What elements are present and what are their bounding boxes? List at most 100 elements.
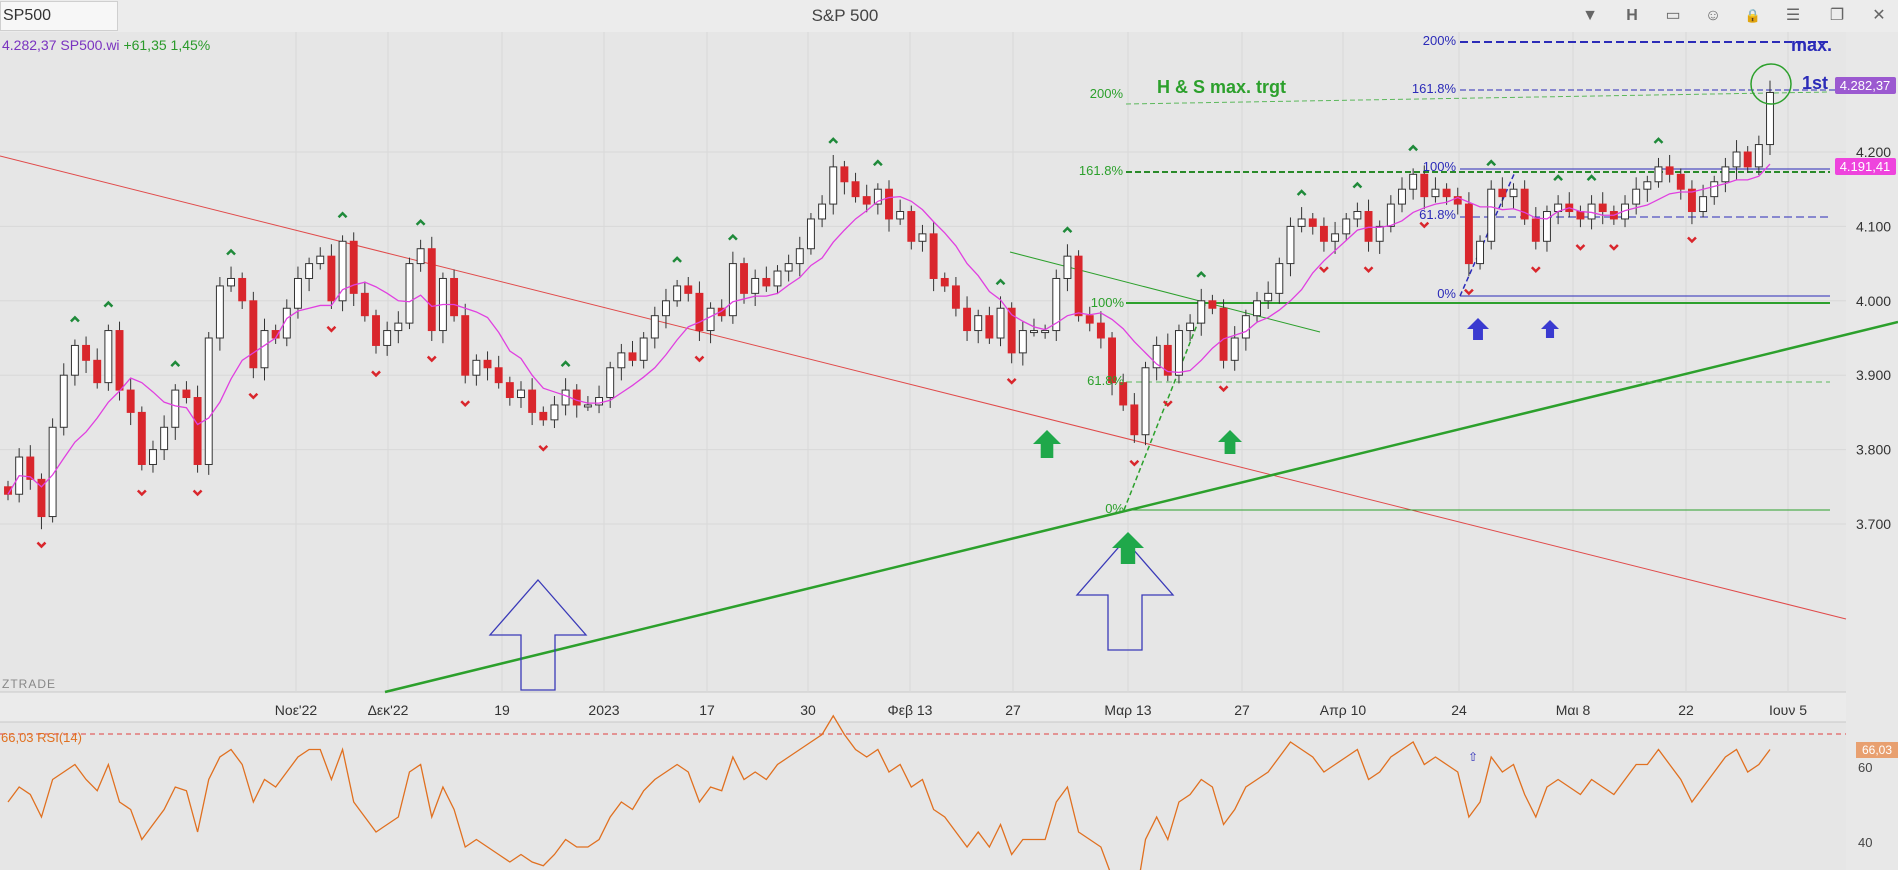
x-tick-label: Ιουν 5 [1769,702,1807,718]
candle-body [1174,330,1183,376]
candle-body [784,263,793,272]
trough-marker-icon [1363,266,1374,274]
header-price: 4.282,37 SP500.wi +61,35 1,45% [2,37,210,53]
price-panel-bg [0,32,1846,692]
peak-marker-icon [1352,181,1363,189]
peak-marker-icon [170,360,181,367]
candle-body [48,426,57,518]
header-symbol: SP500.wi [60,37,119,53]
candle-body [416,248,425,265]
trough-marker-icon [460,400,471,407]
trough-marker-icon [1218,385,1229,393]
lock-icon[interactable]: 🔒 [1744,8,1762,23]
peak-marker-icon [70,315,80,323]
fib-left-161: 161.8% [1079,163,1124,178]
fib-left-200-line [1125,91,1831,105]
candle-body [1253,300,1261,317]
close-icon[interactable]: ✕ [1872,7,1886,24]
candle-body [1420,173,1429,198]
last-price-tag [1835,77,1896,94]
max-label: max. [1791,35,1832,55]
outline-up-arrow-icon [488,579,588,691]
candle-body [550,404,559,421]
ma-price-tag-text: 4.191,41 [1840,159,1891,174]
candle-body [1007,307,1016,354]
candle-body [1119,382,1128,406]
candle-body [1398,188,1406,205]
candle-body [70,344,79,376]
trough-marker-icon [1319,266,1329,274]
candle-body [1364,211,1373,242]
x-tick-label: Φεβ 13 [888,702,933,718]
rsi-tick-60: 60 [1858,760,1872,775]
candle-body [349,240,358,294]
fib-right-161: 161.8% [1412,81,1457,96]
x-tick-label: Μαι 8 [1556,702,1591,718]
comment-icon[interactable]: ☺ [1704,7,1722,24]
menu-icon[interactable]: ☰ [1785,7,1801,24]
dropdown-button[interactable]: ▼ [1582,7,1598,24]
y-tick-label: 3.900 [1856,367,1891,383]
trough-marker-icon [1162,400,1173,407]
candle-body [1643,181,1652,190]
candle-body [1754,144,1763,168]
x-tick-label: 24 [1451,702,1467,718]
peak-marker-icon [672,256,682,263]
candle-body [706,307,715,332]
candle-body [338,240,347,302]
candle-body [360,292,369,317]
trough-marker-icon [1129,459,1140,467]
candle-body [1676,173,1685,190]
candle-body [1509,188,1518,198]
green-trendline [384,320,1898,694]
candle-body [773,270,782,287]
trough-marker-icon [694,355,705,363]
candle-body [1654,166,1663,183]
candle-body [896,211,905,220]
candle-body [305,263,314,279]
candle-body [829,166,838,205]
candle-body [795,248,804,265]
panel-icon[interactable]: ▭ [1665,7,1681,24]
candle-body [37,478,46,518]
candle-body [1442,188,1451,198]
fib-right-100: 100% [1423,159,1457,174]
candle-body [873,188,882,205]
candle-body [1342,218,1351,235]
candle-body [628,352,637,361]
fib-left-0: 0% [1105,501,1124,516]
trough-marker-icon [1575,244,1586,251]
candle-body [1464,203,1473,265]
candle-body [1576,211,1585,220]
x-tick-label: Δεκ'22 [368,702,409,718]
peak-marker-icon [1586,174,1597,181]
candle-body [1241,315,1250,339]
candle-body [1632,188,1641,205]
peak-marker-icon [828,137,839,144]
x-tick-label: 22 [1678,702,1694,718]
axes: Νοε'22 Δεκ'22 19 2023 17 30 Φεβ 13 27 Μαρ 13 27 Απ… [275,144,1891,718]
candle-body [673,285,682,302]
candle-body [59,374,68,428]
symbol-input[interactable]: SP500 [0,1,118,31]
peak-marker-icon [1062,226,1073,234]
trough-marker-icon [36,541,47,549]
blue-up-arrow-icon [1541,320,1559,338]
candle-body [26,456,35,480]
h-button[interactable]: H [1626,7,1638,24]
restore-icon[interactable]: ❐ [1829,7,1845,24]
candle-body [1498,188,1507,198]
y-tick-label: 4.100 [1856,218,1891,234]
trough-marker-icon [248,392,259,400]
rsi-panel-bg [0,722,1846,870]
trough-marker-icon [1608,244,1619,251]
candle-body [762,277,771,287]
trough-marker-icon [371,370,381,378]
candle-body [1163,344,1172,376]
candle-body [751,277,760,294]
candle-body [1487,188,1496,242]
chart-area[interactable]: Νοε'22 Δεκ'22 19 2023 17 30 Φεβ 13 27 Μαρ 13 27 Απ… [0,32,1898,870]
first-label: 1st [1802,73,1828,93]
candle-body [639,337,648,361]
